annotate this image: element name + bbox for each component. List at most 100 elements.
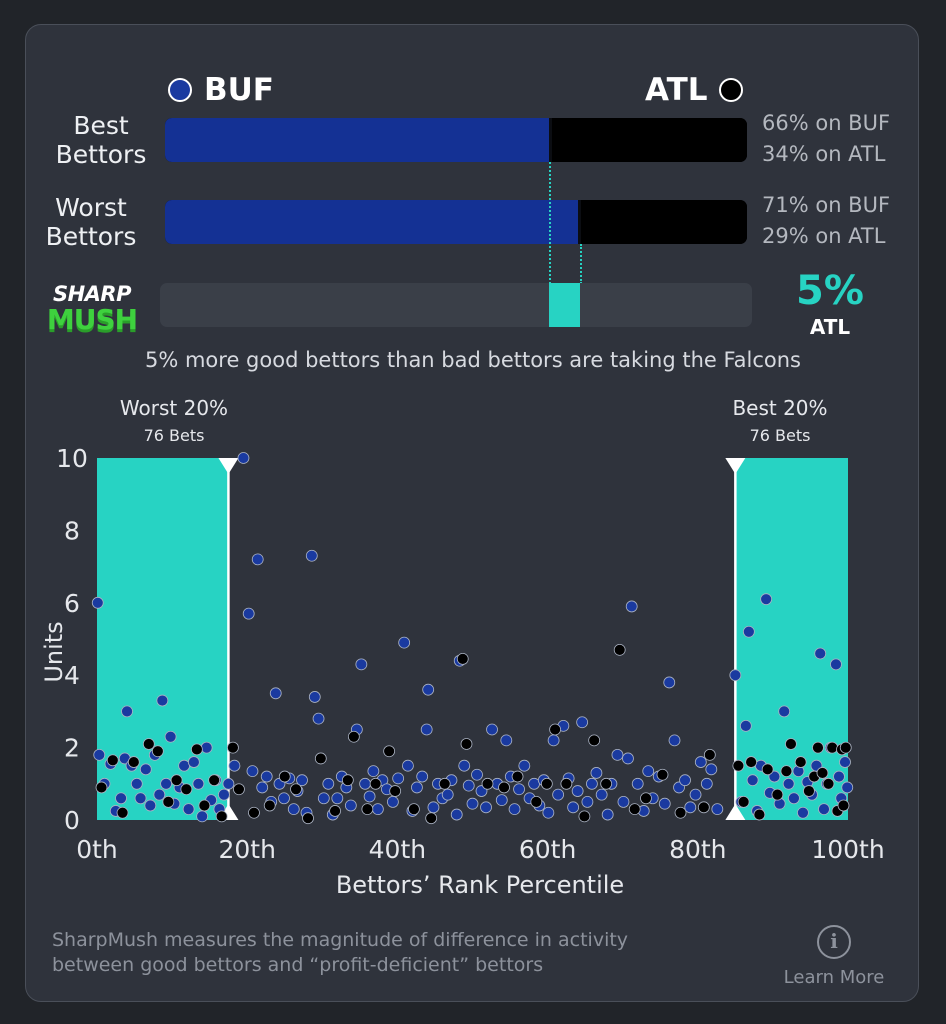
point-atl [812, 741, 824, 754]
point-buf [711, 803, 724, 816]
point-buf [200, 741, 213, 754]
point-atl [613, 643, 626, 656]
point-buf [658, 797, 671, 810]
point-buf [622, 752, 634, 765]
point-atl [785, 738, 797, 750]
point-buf [246, 765, 259, 778]
point-atl [530, 796, 543, 808]
point-atl [826, 741, 839, 754]
point-buf [782, 777, 795, 790]
point-buf [411, 781, 423, 794]
point-buf [260, 770, 273, 783]
point-buf [450, 808, 463, 821]
point-buf [93, 748, 106, 761]
y-tick-label: 4 [64, 661, 80, 690]
point-buf [679, 774, 691, 787]
worst-divider-guide [580, 244, 583, 284]
worst-bettors-bar [165, 200, 747, 244]
point-buf [760, 593, 773, 606]
point-buf [392, 772, 405, 785]
footer-line-1: SharpMush measures the magnitude of diff… [52, 929, 629, 951]
point-buf [305, 549, 318, 562]
y-tick-label: 8 [64, 516, 80, 545]
point-buf [398, 636, 411, 649]
point-buf [269, 687, 282, 700]
point-buf [130, 777, 143, 790]
point-buf [331, 792, 344, 805]
point-buf [192, 777, 205, 790]
point-buf [367, 765, 380, 778]
point-buf [363, 790, 376, 803]
learn-more-button[interactable]: i Learn More [778, 925, 890, 988]
point-atl [106, 754, 119, 767]
point-buf [416, 770, 429, 783]
point-buf [218, 788, 230, 801]
point-buf [586, 777, 598, 790]
point-atl [745, 756, 758, 768]
point-buf [196, 810, 209, 823]
point-atl [674, 806, 687, 819]
point-buf [818, 803, 830, 816]
point-atl [127, 756, 140, 768]
point-atl [142, 738, 155, 750]
point-buf [441, 788, 454, 801]
buf-color-dot [168, 78, 192, 102]
point-atl [227, 741, 239, 754]
point-buf [420, 723, 433, 736]
point-buf [684, 801, 697, 814]
worst-bettors-label: Worst Bettors [45, 193, 137, 251]
point-atl [425, 812, 438, 825]
point-buf [322, 777, 335, 790]
region-subtitle-0: 76 Bets [144, 426, 205, 445]
best-divider-guide [549, 162, 552, 284]
team-atl-label: ATL [645, 72, 708, 108]
point-buf [631, 777, 644, 790]
point-atl [703, 748, 716, 761]
best-bettors-label: Best Bettors [55, 111, 147, 169]
point-buf [742, 625, 755, 638]
point-atl [162, 796, 175, 808]
point-buf [187, 756, 200, 768]
best-buf-pct: 66% on BUF [762, 111, 891, 135]
point-atl [737, 796, 750, 808]
x-axis-title: Bettors’ Rank Percentile [336, 871, 624, 899]
footer-description: SharpMush measures the magnitude of diff… [52, 928, 752, 978]
best-bettors-atl-segment [552, 118, 747, 162]
point-atl [697, 801, 710, 814]
point-buf [427, 801, 440, 814]
point-atl [180, 783, 193, 796]
point-buf [689, 788, 702, 801]
best-atl-pct: 34% on ATL [762, 142, 886, 166]
region-subtitle-1: 76 Bets [750, 426, 811, 445]
point-buf [462, 779, 475, 792]
point-buf [121, 705, 133, 718]
point-atl [794, 756, 807, 768]
y-tick-label: 2 [64, 734, 80, 763]
point-atl [588, 734, 601, 747]
point-buf [256, 781, 269, 794]
point-atl [151, 745, 164, 758]
point-atl [578, 810, 591, 823]
point-atl [656, 768, 669, 781]
point-buf [642, 765, 655, 778]
region-handle-top-0 [218, 458, 239, 474]
point-buf [705, 763, 718, 776]
point-atl [732, 759, 745, 772]
point-buf [153, 788, 166, 801]
point-atl [839, 741, 852, 754]
point-buf [471, 768, 483, 781]
point-atl [278, 770, 291, 783]
point-buf [830, 658, 842, 671]
point-buf [222, 777, 235, 790]
worst-bettors-percentages: 71% on BUF 29% on ATL [762, 190, 890, 252]
point-atl [560, 777, 573, 790]
point-atl [341, 774, 354, 787]
point-atl [408, 803, 420, 816]
point-buf [355, 658, 368, 671]
best-bettors-buf-segment [165, 118, 550, 162]
point-atl [837, 799, 850, 812]
x-tick-label: 80th [669, 835, 726, 864]
point-atl [290, 783, 302, 796]
point-buf [700, 777, 713, 790]
